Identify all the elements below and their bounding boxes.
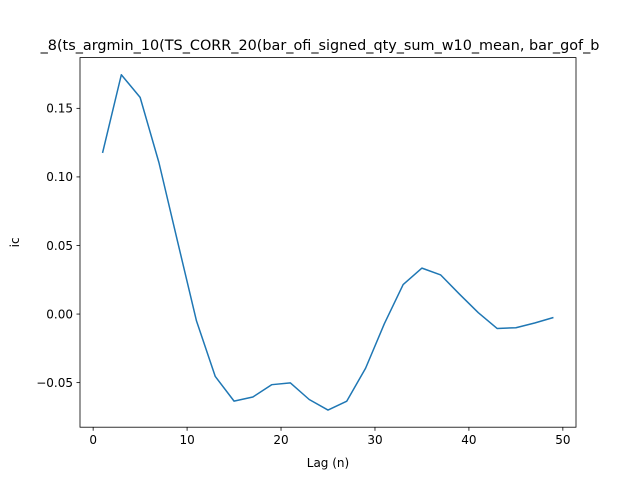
y-axis-label: ic xyxy=(8,237,22,247)
series-line-0 xyxy=(101,73,554,411)
y-tick-label: 0.05 xyxy=(46,239,73,253)
x-tick-label: 40 xyxy=(461,433,476,447)
y-tick-label: 0.10 xyxy=(46,170,73,184)
axes-frame xyxy=(79,57,577,428)
x-tick-label: 20 xyxy=(273,433,288,447)
y-axis-ticks: −0.05 0.00 0.05 0.10 0.15 xyxy=(36,102,80,390)
x-tick-label: 50 xyxy=(555,433,570,447)
y-tick-label: 0.00 xyxy=(46,307,73,321)
plot-area xyxy=(101,73,554,411)
chart-title: _8(ts_argmin_10(TS_CORR_20(bar_ofi_signe… xyxy=(40,38,600,54)
x-tick-label: 0 xyxy=(89,433,97,447)
x-tick-label: 30 xyxy=(367,433,382,447)
y-tick-label: −0.05 xyxy=(36,376,73,390)
x-axis-label: Lag (n) xyxy=(307,456,349,470)
x-axis-ticks: 0 10 20 30 40 50 xyxy=(89,427,570,447)
x-tick-label: 10 xyxy=(179,433,194,447)
y-tick-label: 0.15 xyxy=(46,102,73,116)
